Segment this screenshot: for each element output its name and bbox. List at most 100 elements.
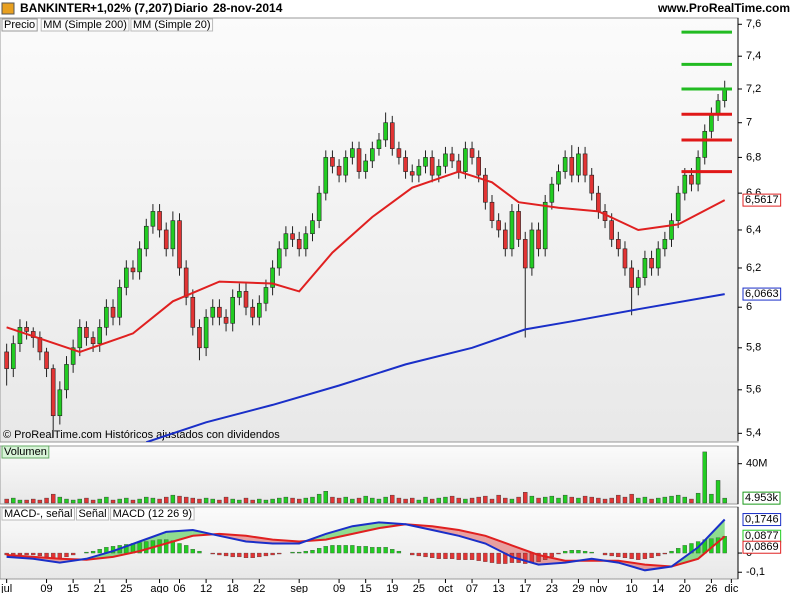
volume-bar [649,498,654,504]
volume-bar [443,496,448,504]
date: 28-nov-2014 [213,1,283,15]
x-tick-label: 21 [94,583,106,593]
candle-body [389,122,395,149]
candle-body [70,347,76,365]
candle-body [143,225,149,250]
y-tick-label: 40M [746,458,767,470]
candle-body [217,306,222,318]
volume-bar [456,497,461,504]
candle-body [549,183,555,203]
histogram-bar [330,545,335,554]
y-tick-label: 5,4 [746,427,761,439]
volume-bar [536,497,541,504]
volume-panel [0,445,739,505]
y-tick-label: 7,4 [746,50,761,62]
candle-body [642,258,648,278]
histogram-bar [676,548,681,554]
legend-box [1,18,38,32]
volume-bar [277,497,282,504]
y-tick-label: 5,8 [746,342,761,354]
volume-bar [237,499,242,504]
candle-body [536,229,541,250]
candle-body [702,130,708,158]
volume-bar [576,497,581,504]
histogram-bar [642,552,648,559]
plot-area [4,30,732,442]
candle-body [416,165,422,176]
candle-body [84,327,89,338]
candle-body [556,171,561,185]
candle-body [423,157,428,167]
candle-body [655,248,661,269]
histogram-bar [456,552,461,560]
volume-bar [110,499,116,504]
legend-entry: MM (Simple 20) [133,19,211,31]
volume-bar [376,498,382,504]
histogram-bar [24,552,29,556]
volume-bar [203,497,209,504]
histogram-bar [656,552,661,557]
volume-bar [449,495,455,504]
candle-body [503,229,508,250]
volume-bar [709,493,714,504]
histogram-bar [483,552,488,562]
histogram-bar [622,552,628,559]
histogram-bar [636,552,641,560]
legend-box [130,18,214,32]
histogram-bar [529,552,535,563]
volume-bar [190,497,196,504]
histogram-bar [629,552,634,559]
candle-body [516,211,521,240]
value-label: 0,1746 [745,513,779,525]
symbol: BANKINTER [20,1,91,15]
x-tick-label: nov [590,583,608,593]
volume-bar [675,494,681,504]
histogram-bar [616,552,621,558]
volume-bar [230,498,235,504]
candle-body [323,157,329,194]
histogram-bar [582,550,588,554]
volume-bar [370,497,375,504]
candle-body [203,316,209,349]
candle-body [469,148,475,158]
volume-bar [270,498,275,504]
value-label: 6,5617 [745,194,779,206]
volume-bar [183,496,189,504]
histogram-bar [336,545,342,554]
volume-bar [589,496,594,504]
candle-body [190,296,196,328]
volume-bar [662,496,668,504]
volume-bar [250,499,255,504]
price-panel [0,17,739,443]
candle-body [356,148,362,172]
histogram-bar [257,552,262,558]
histogram-bar [556,552,561,555]
candle-body [456,160,462,172]
macd-signal-fill [166,530,193,544]
value-label: 0,0877 [745,530,779,542]
histogram-bar [323,546,328,554]
legend-title: Precio [4,19,35,31]
histogram-bar [51,552,56,559]
candle-body [350,148,355,158]
volume-bar [416,499,422,504]
candle-body [370,148,375,162]
x-tick-label: 09 [333,583,345,593]
line [6,518,726,572]
x-tick-label: 10 [625,583,637,593]
volume-bar [330,496,335,504]
volume-bar [656,497,661,504]
macd-signal-fill [352,522,379,534]
volume-bar [17,499,23,504]
volume-bar [316,493,322,504]
volume-bar [383,496,388,504]
volume-bar [629,493,634,504]
volume-bar [390,494,395,504]
line [6,170,726,353]
candle-body [210,306,216,318]
histogram-bar [443,552,448,559]
candle-body [283,233,289,250]
value-label: 6,0663 [745,288,779,300]
candle-body [476,157,481,176]
x-tick-label: 07 [466,583,478,593]
